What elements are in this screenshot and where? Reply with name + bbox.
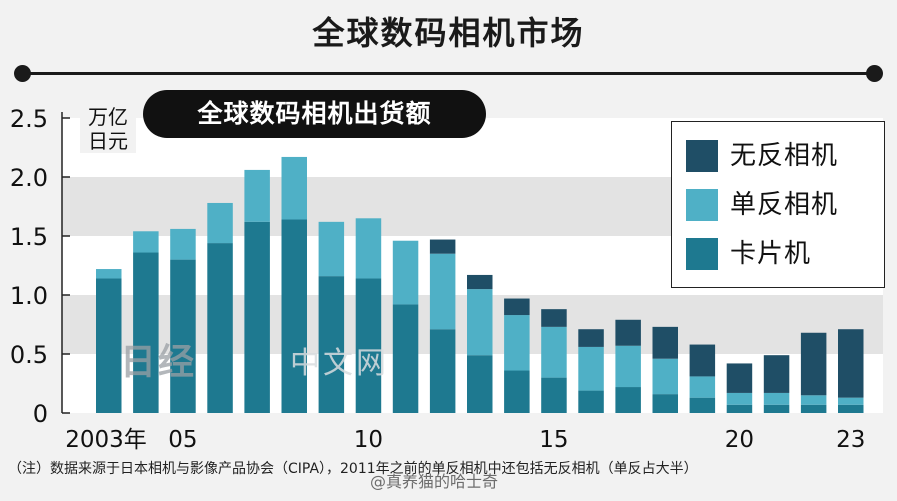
bar-segment [838,404,864,413]
bar-segment [207,243,233,413]
bar-segment [578,346,604,391]
bar-segment [504,298,530,316]
bar-segment [541,377,567,413]
bar-segment [800,395,827,405]
bar-segment [504,315,530,371]
y-tick-label: 1.0 [10,282,48,310]
bar-segment [652,326,678,359]
bar-segment [170,259,196,413]
legend-swatch [686,140,718,172]
legend: 无反相机单反相机卡片机 [671,121,885,288]
bar-segment [541,326,567,378]
x-tick-label: 23 [836,427,865,453]
legend-label: 卡片机 [730,239,812,269]
x-tick-label: 10 [354,427,383,453]
bar-segment [615,387,641,413]
bar-segment [541,309,567,327]
bar-segment [652,358,678,395]
bar-segment [429,253,456,330]
bar-segment [133,231,159,253]
chart-title-pill: 全球数码相机出货额 [143,90,486,138]
bar-segment [838,329,864,398]
bar-segment [170,228,196,260]
footnote: （注）数据来源于日本相机与影像产品协会（CIPA），2011年之前的单反相机中还… [8,461,698,477]
y-tick-label: 0.5 [10,341,48,369]
bar-segment [578,390,604,413]
bars [96,156,864,413]
bar-segment [355,218,382,279]
bar-segment [244,169,270,222]
bar-segment [281,156,307,220]
bar-segment [467,274,493,290]
weibo-watermark: @真养猫的哈士奇 [370,472,499,491]
title-rule [22,72,874,75]
legend-item: 单反相机 [686,189,881,225]
bar-segment [838,397,864,405]
y-tick-label: 2.5 [10,105,48,133]
bar-segment [392,240,419,305]
bar-segment [429,239,456,254]
bar-segment [504,370,530,413]
unit-label-line-0: 万亿 [88,105,128,129]
bar-segment [429,329,456,413]
bar-segment [652,394,678,413]
bar-segment [615,319,641,346]
chart-title: 全球数码相机出货额 [197,99,432,128]
x-axis: 2003年 05 10 15 20 23 [65,427,865,453]
bar-segment [467,355,493,413]
bar-segment [763,355,790,393]
legend-swatch [686,238,718,270]
x-tick-label: 2003年 [65,427,147,453]
legend-label: 单反相机 [730,190,839,220]
bar-segment [467,289,493,356]
nikkei-logo-watermark: 日经 [120,342,197,383]
legend-swatch [686,189,718,221]
bar-segment [207,202,233,244]
bar-segment [318,276,345,413]
bar-segment [133,252,159,413]
legend-item: 卡片机 [686,238,881,274]
legend-label: 无反相机 [730,141,839,171]
bar-segment [726,392,753,405]
x-tick-label: 15 [539,427,568,453]
bar-segment [318,221,345,277]
bar-segment [689,376,716,398]
bar-segment [726,404,753,413]
bar-segment [96,278,122,413]
bar-segment [355,278,382,413]
x-tick-label: 05 [168,427,197,453]
bar-segment [392,304,419,413]
bar-segment [763,404,790,413]
y-tick-label: 0 [33,400,48,428]
bar-segment [578,329,604,347]
bar-segment [615,345,641,388]
y-tick-label: 2.0 [10,164,48,192]
y-axis: 0 0.5 1.0 1.5 2.0 2.5 [10,105,70,428]
bar-segment [96,269,122,279]
page-title: 全球数码相机市场 [312,14,585,52]
legend-item: 无反相机 [686,140,881,176]
bar-segment [763,392,790,405]
bar-segment [689,397,716,413]
bar-segment [726,363,753,393]
y-tick-label: 1.5 [10,223,48,251]
x-tick-label: 20 [725,427,754,453]
unit-label-line-1: 日元 [88,129,128,153]
rule-end-dot-left [14,65,31,82]
bar-segment [800,332,827,396]
unit-label: 万亿 日元 [80,105,136,153]
bar-segment [689,344,716,377]
rule-end-dot-right [866,65,883,82]
bar-segment [281,219,307,413]
bar-segment [800,404,827,413]
nikkei-text-watermark: 中文网 [290,346,389,381]
bar-segment [244,221,270,413]
